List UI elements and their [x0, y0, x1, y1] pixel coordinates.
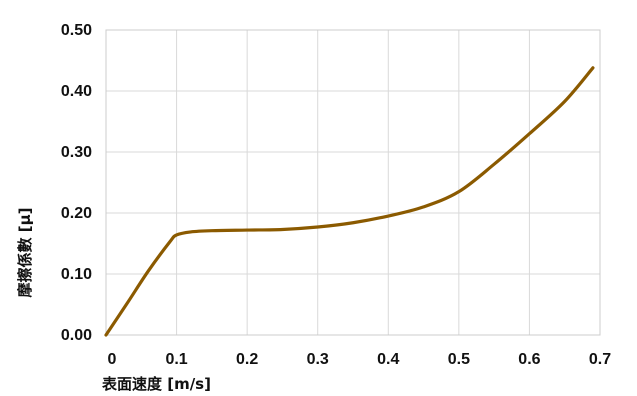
- x-tick-label: 0.2: [236, 351, 258, 368]
- x-tick-label: 0: [108, 351, 117, 368]
- x-tick-label: 0.4: [377, 351, 399, 368]
- y-tick-label: 0.30: [61, 144, 92, 161]
- x-tick-label: 0.5: [448, 351, 470, 368]
- x-tick-label: 0.6: [518, 351, 540, 368]
- y-axis-title: 摩擦係數 [μ]: [16, 208, 34, 298]
- y-tick-labels: 0.00 0.10 0.20 0.30 0.40 0.50: [61, 22, 92, 344]
- grid: [105, 29, 601, 336]
- y-tick-label: 0.20: [61, 205, 92, 222]
- x-tick-label: 0.3: [307, 351, 329, 368]
- x-tick-label: 0.1: [165, 351, 187, 368]
- y-tick-label: 0.40: [61, 83, 92, 100]
- y-tick-label: 0.10: [61, 266, 92, 283]
- x-tick-labels: 0 0.1 0.2 0.3 0.4 0.5 0.6 0.7: [108, 351, 612, 368]
- series-layer: [104, 66, 595, 337]
- plot-frame: [105, 29, 601, 336]
- x-axis-title: 表面速度 [m/s]: [102, 375, 211, 393]
- series-line: [104, 66, 595, 337]
- y-tick-label: 0.00: [61, 327, 92, 344]
- y-tick-label: 0.50: [61, 22, 92, 39]
- x-tick-label: 0.7: [589, 351, 611, 368]
